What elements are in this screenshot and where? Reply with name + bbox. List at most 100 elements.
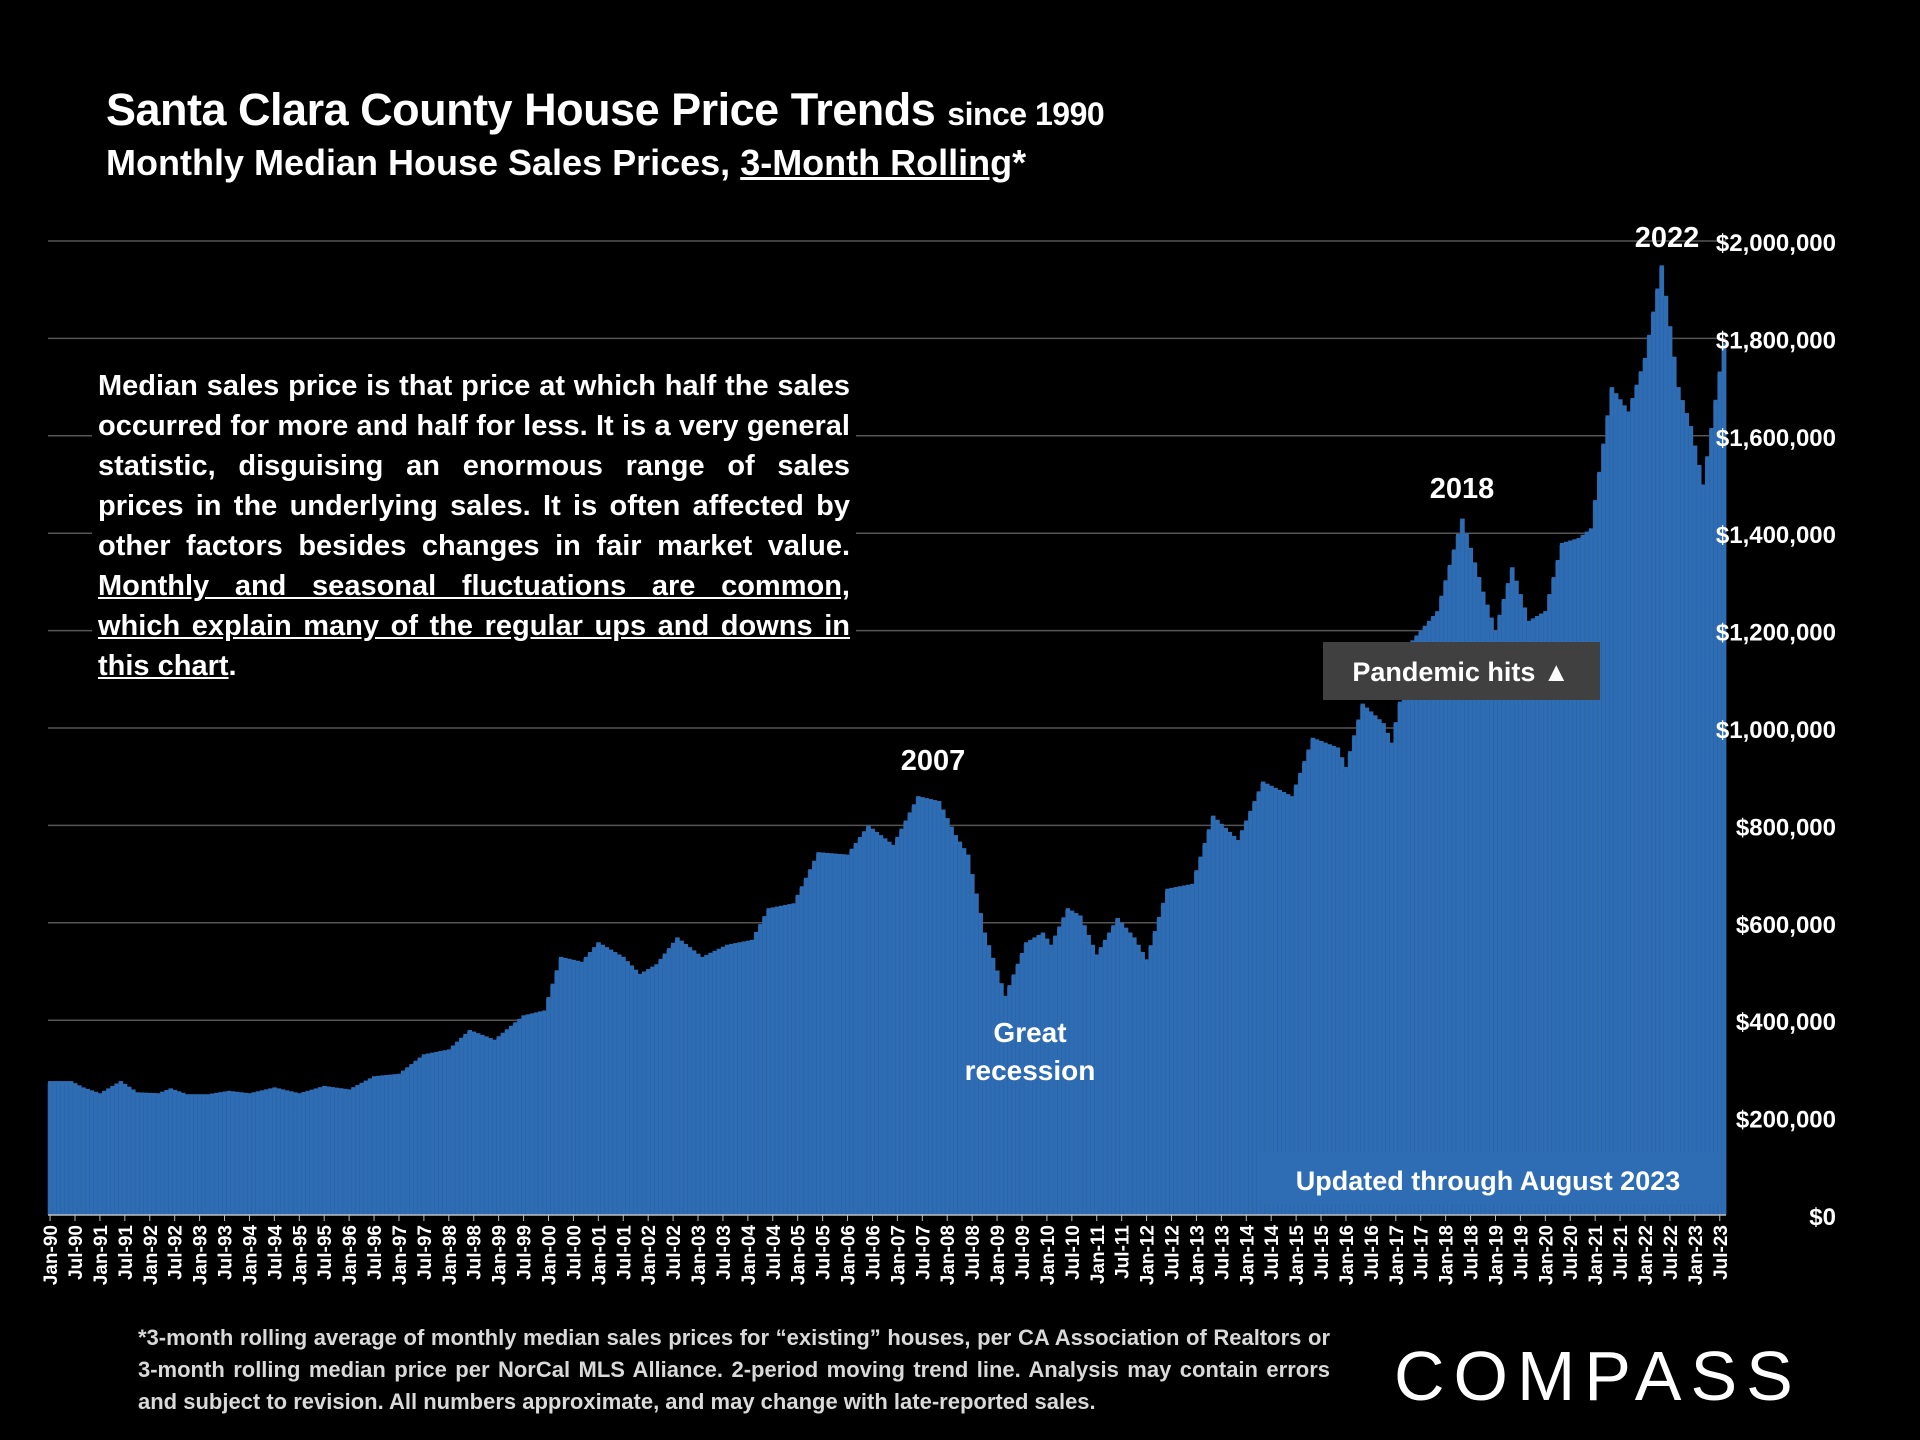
bar [72,1083,78,1215]
bar [671,942,676,1215]
bar [1630,398,1636,1215]
bar [101,1090,107,1215]
bar [862,831,867,1215]
x-tick-label: Jan-02 [639,1225,660,1285]
bar [106,1088,111,1215]
bar [1381,723,1386,1215]
bar [604,947,610,1215]
bar [467,1029,473,1215]
bar [509,1025,514,1215]
bar [1335,747,1341,1215]
bar [1551,577,1557,1215]
bar [442,1050,448,1215]
bar [646,969,651,1215]
x-tick-label: Jan-98 [440,1225,461,1285]
x-tick-label: Jan-20 [1536,1225,1557,1285]
bar [1539,613,1544,1215]
bar [363,1080,369,1215]
x-tick-label: Jan-03 [689,1225,710,1285]
bar [1655,288,1660,1215]
bar [654,964,659,1215]
bar [994,970,1000,1215]
bar [936,801,942,1215]
bar [1264,783,1270,1215]
bar [1269,785,1274,1215]
bar [1485,604,1490,1215]
bar [322,1085,327,1215]
x-tick-label: Jan-06 [839,1225,860,1285]
bar [1709,428,1714,1215]
bar [1576,538,1582,1215]
bar [1609,387,1615,1216]
bar [1065,908,1071,1215]
bar [583,956,589,1215]
bar [330,1087,335,1215]
bar [297,1093,302,1215]
bar [882,838,888,1215]
bar [1073,913,1079,1215]
x-tick-label: Jul-04 [764,1225,785,1280]
bar [168,1088,174,1215]
x-tick-label: Jul-08 [963,1225,984,1280]
x-tick-label: Jul-01 [614,1225,635,1280]
bar [957,841,963,1215]
chart-title: Santa Clara County House Price Trends si… [106,84,1105,136]
x-tick-label: Jan-90 [41,1225,62,1285]
bar [795,894,801,1215]
bar [874,831,880,1215]
bar [1651,311,1656,1215]
bar [1705,456,1710,1215]
x-tick-label: Jul-02 [664,1225,685,1280]
bar [209,1093,215,1215]
bar [1493,630,1498,1215]
bar [176,1091,182,1215]
bar [1202,842,1208,1215]
bar [1277,789,1282,1215]
x-tick-label: Jan-12 [1138,1225,1159,1285]
bar [89,1090,95,1215]
bar [513,1022,518,1215]
bar [1356,719,1361,1215]
bar [1468,547,1474,1215]
bar [1626,411,1631,1215]
x-tick-label: Jul-18 [1462,1225,1483,1280]
bar [1161,902,1166,1215]
bar [1314,739,1320,1215]
bar [891,844,896,1215]
bar [887,841,892,1215]
bar [816,852,821,1215]
bar [1306,749,1312,1215]
bar [1015,963,1021,1215]
x-tick-label: Jan-01 [589,1225,610,1286]
x-axis: Jan-90 Jul-90 Jan-91 Jul-91 Jan-92 Jul-92 Jan-… [41,1214,1732,1286]
bar [276,1088,281,1215]
x-tick-label: Jul-09 [1013,1225,1034,1280]
bar [974,893,979,1215]
bar [272,1087,277,1215]
x-tick-label: Jul-96 [365,1225,386,1280]
bar [849,848,855,1215]
bar [542,1010,547,1215]
bar [1389,742,1395,1215]
bar [575,960,581,1215]
bar [139,1092,144,1215]
bar [629,965,635,1215]
bar [857,837,863,1215]
bar [143,1092,149,1215]
bar [1547,594,1552,1215]
bar [347,1089,352,1215]
x-tick-label: Jul-06 [863,1225,884,1280]
bar [633,969,639,1215]
bar [617,954,622,1215]
label-2007: 2007 [901,745,966,777]
bar [1647,334,1652,1215]
bar [1078,915,1083,1215]
bar [1514,580,1519,1215]
chart-subtitle: Monthly Median House Sales Prices, 3-Mon… [106,142,1026,184]
compass-logo: COMPASS [1394,1337,1802,1415]
bar [471,1031,477,1215]
y-tick-label: $1,400,000 [1716,522,1836,549]
note-text: Median sales price is that price at whic… [98,370,850,562]
bar [1227,831,1233,1215]
bar [1206,829,1212,1215]
